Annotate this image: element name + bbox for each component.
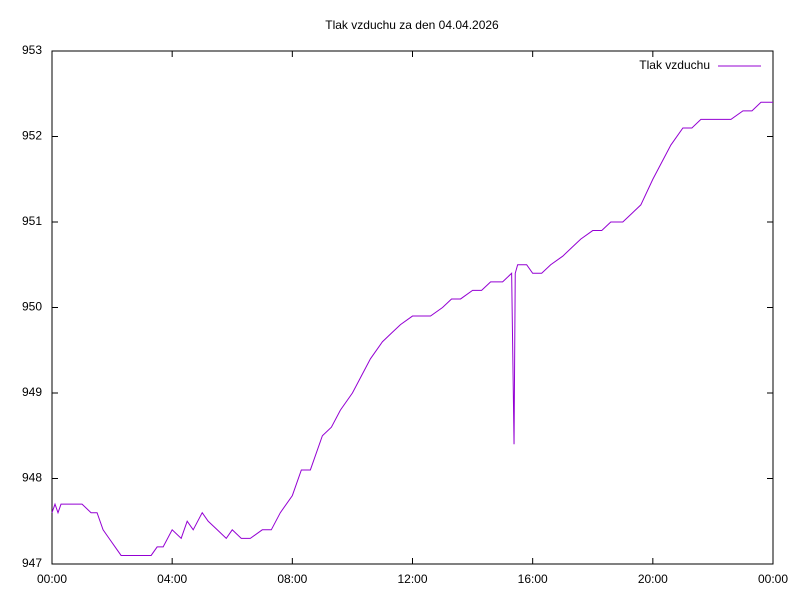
data-line: [51, 101, 773, 556]
plot-border: [51, 50, 774, 565]
x-tick-label: 20:00: [638, 572, 668, 586]
y-tick-label: 950: [22, 300, 42, 314]
x-tick-label: 16:00: [518, 572, 548, 586]
y-tick-label: 953: [22, 43, 42, 57]
y-tick-label: 948: [22, 471, 42, 485]
legend-label: Tlak vzduchu: [639, 58, 710, 72]
y-tick-label: 949: [22, 385, 42, 399]
x-tick-label: 08:00: [277, 572, 307, 586]
chart-title: Tlak vzduchu za den 04.04.2026: [325, 18, 499, 32]
y-tick-label: 952: [22, 129, 42, 143]
x-tick-label: 00:00: [37, 572, 67, 586]
x-tick-label: 00:00: [758, 572, 788, 586]
y-tick-label: 947: [22, 556, 42, 570]
x-tick-label: 12:00: [397, 572, 427, 586]
y-tick-label: 951: [22, 214, 42, 228]
x-tick-label: 04:00: [157, 572, 187, 586]
